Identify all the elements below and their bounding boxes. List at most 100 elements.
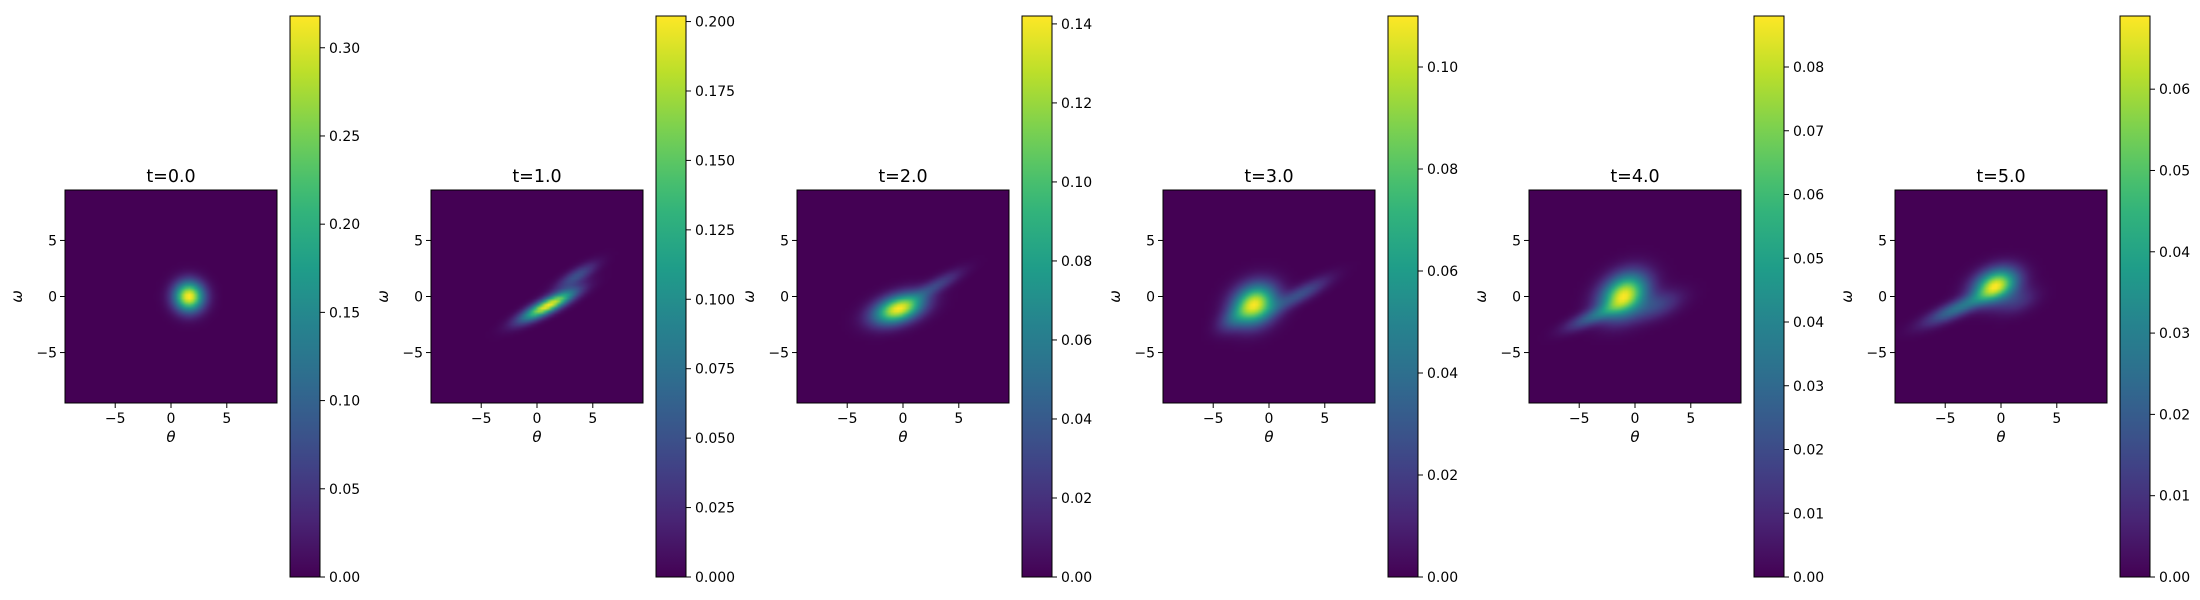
x-tick-label: 5 xyxy=(1686,411,1695,427)
colorbar-tick-label: 0.25 xyxy=(329,129,360,145)
x-tick-label: −5 xyxy=(105,411,126,427)
colorbar-tick-label: 0.06 xyxy=(1061,333,1092,349)
x-tick-label: 5 xyxy=(1320,411,1329,427)
colorbar-tick-label: 0.20 xyxy=(329,217,360,233)
colorbar-tick-label: 0.100 xyxy=(695,292,735,308)
panel-title: t=0.0 xyxy=(146,167,195,187)
colorbar-tick-label: 0.00 xyxy=(329,570,360,586)
x-axis-label: θ xyxy=(898,428,907,446)
heatmap-image xyxy=(1529,190,1741,403)
colorbar xyxy=(290,16,320,577)
x-tick-label: 0 xyxy=(899,411,908,427)
colorbar-tick-label: 0.150 xyxy=(695,153,735,169)
y-axis-label: ω xyxy=(1838,290,1856,303)
y-tick-label: 0 xyxy=(414,290,423,306)
colorbar-frame xyxy=(2119,15,2151,578)
panel-title: t=3.0 xyxy=(1244,167,1293,187)
colorbar-frame xyxy=(1021,15,1053,578)
colorbar-tick-label: 0.03 xyxy=(2159,326,2190,342)
colorbar-tick-label: 0.175 xyxy=(695,84,735,100)
colorbar-tick-label: 0.125 xyxy=(695,223,735,239)
panel-title: t=5.0 xyxy=(1976,167,2025,187)
x-tick-label: −5 xyxy=(1203,411,1224,427)
colorbar-tick-label: 0.02 xyxy=(1061,491,1092,507)
colorbar-tick-label: 0.08 xyxy=(1061,254,1092,270)
colorbar-tick-label: 0.05 xyxy=(1793,251,1824,267)
x-axis-label: θ xyxy=(532,428,541,446)
panel-2: t=2.0 −5 0 5 5 0 −5 θ ω 0.00 0.02 0.04 0.06 0.08 0.10 0… xyxy=(740,15,1092,586)
colorbar-tick-label: 0.01 xyxy=(1793,506,1824,522)
x-tick-label: 0 xyxy=(1631,411,1640,427)
colorbar-tick-label: 0.025 xyxy=(695,501,735,517)
y-axis-label: ω xyxy=(1106,290,1124,303)
heatmap-image xyxy=(1163,190,1375,403)
y-tick-label: 0 xyxy=(1878,290,1887,306)
heatmap-image xyxy=(65,190,277,403)
colorbar-tick-label: 0.06 xyxy=(2159,82,2190,98)
heatmap-image xyxy=(797,190,1009,403)
colorbar-tick-label: 0.02 xyxy=(2159,407,2190,423)
colorbar-tick-label: 0.04 xyxy=(1061,412,1092,428)
colorbar-tick-label: 0.02 xyxy=(1793,443,1824,459)
colorbar-tick-label: 0.02 xyxy=(1427,468,1458,484)
panel-3: t=3.0 −5 0 5 5 0 −5 θ ω 0.00 0.02 0.04 0.06 0.08 0.10 xyxy=(1106,15,1458,586)
y-tick-label: −5 xyxy=(768,346,789,362)
x-axis-label: θ xyxy=(1996,428,2005,446)
colorbar-tick-label: 0.04 xyxy=(1793,315,1824,331)
y-tick-label: −5 xyxy=(1500,346,1521,362)
y-axis-label: ω xyxy=(740,290,758,303)
colorbar xyxy=(1388,16,1418,577)
colorbar-tick-label: 0.07 xyxy=(1793,124,1824,140)
colorbar-tick-label: 0.15 xyxy=(329,305,360,321)
colorbar-tick-label: 0.00 xyxy=(1427,570,1458,586)
x-tick-label: −5 xyxy=(1935,411,1956,427)
colorbar-tick-label: 0.04 xyxy=(1427,366,1458,382)
panel-title: t=4.0 xyxy=(1610,167,1659,187)
colorbar xyxy=(656,16,686,577)
colorbar-tick-label: 0.12 xyxy=(1061,96,1092,112)
panel-title: t=1.0 xyxy=(512,167,561,187)
colorbar-tick-label: 0.14 xyxy=(1061,17,1092,33)
y-tick-label: 5 xyxy=(1878,233,1887,249)
y-tick-label: −5 xyxy=(402,346,423,362)
y-tick-label: 5 xyxy=(780,233,789,249)
colorbar-frame xyxy=(655,15,687,578)
x-tick-label: −5 xyxy=(837,411,858,427)
colorbar-tick-label: 0.06 xyxy=(1793,188,1824,204)
colorbar-tick-label: 0.04 xyxy=(2159,245,2190,261)
colorbar-tick-label: 0.200 xyxy=(695,15,735,31)
x-axis-label: θ xyxy=(166,428,175,446)
x-tick-label: 5 xyxy=(954,411,963,427)
colorbar-tick-label: 0.06 xyxy=(1427,264,1458,280)
panel-1: t=1.0 −5 0 5 5 0 −5 θ ω 0.000 0.025 0.050 0.075 0.100… xyxy=(374,15,735,586)
colorbar xyxy=(1754,16,1784,577)
panel-4: t=4.0 −5 0 5 5 0 −5 θ ω 0.00 0.01 0.02 0.03 0.04 0.05 0… xyxy=(1472,15,1824,586)
colorbar xyxy=(1022,16,1052,577)
colorbar-tick-label: 0.08 xyxy=(1793,60,1824,76)
x-tick-label: 5 xyxy=(222,411,231,427)
x-tick-label: −5 xyxy=(471,411,492,427)
y-tick-label: 5 xyxy=(414,233,423,249)
y-axis-label: ω xyxy=(1472,290,1490,303)
y-tick-label: −5 xyxy=(1134,346,1155,362)
y-axis-label: ω xyxy=(374,290,392,303)
colorbar-frame xyxy=(1387,15,1419,578)
y-tick-label: −5 xyxy=(1866,346,1887,362)
panel-0: t=0.0 −5 0 5 5 0 −5 θ ω 0.00 0.05 0.10 0.15 0.20 0.25 0… xyxy=(8,15,360,586)
y-tick-label: 0 xyxy=(1146,290,1155,306)
x-axis-label: θ xyxy=(1264,428,1273,446)
colorbar-frame xyxy=(1753,15,1785,578)
x-tick-label: 5 xyxy=(588,411,597,427)
x-axis-label: θ xyxy=(1630,428,1639,446)
panel-title: t=2.0 xyxy=(878,167,927,187)
panel-5: t=5.0 −5 0 5 5 0 −5 θ ω 0.00 0.01 0.02 0.03 0.04 0.05 0… xyxy=(1838,15,2190,586)
x-tick-label: 0 xyxy=(167,411,176,427)
colorbar-frame xyxy=(289,15,321,578)
colorbar-tick-label: 0.000 xyxy=(695,570,735,586)
heatmap-image xyxy=(1895,190,2107,403)
heatmap-image xyxy=(431,190,643,403)
x-tick-label: −5 xyxy=(1569,411,1590,427)
x-tick-label: 0 xyxy=(1265,411,1274,427)
colorbar-tick-label: 0.05 xyxy=(2159,163,2190,179)
